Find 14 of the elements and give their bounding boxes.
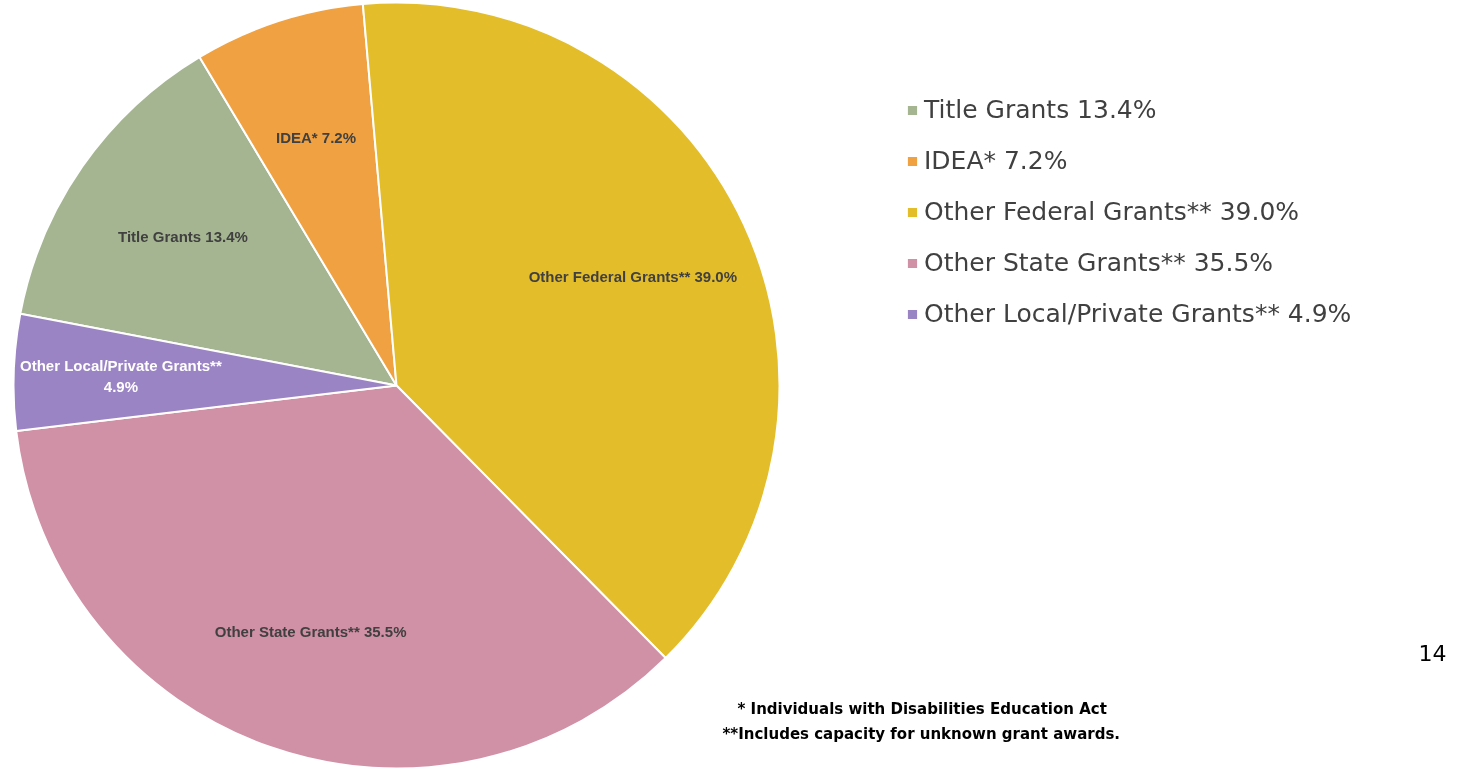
text: **Includes capacity for unknown grant awards. (722, 724, 1121, 743)
category-label: Other Local/Private Grants** 4.9% (924, 299, 1352, 328)
slice-label: Other Federal Grants** 39.0% (528, 267, 738, 285)
text: * Individuals with Disabilities Education Act (737, 699, 1107, 718)
legend-label: Other Federal Grants** 39.0% (924, 197, 1300, 226)
legend-label: IDEA* 7.2% (924, 146, 1068, 175)
slice-label: Other State Grants** 35.5% (214, 622, 407, 640)
legend-label: Title Grants 13.4% (924, 95, 1157, 124)
text: 14 (1418, 640, 1447, 666)
slice-label: Other Local/Private Grants** (20, 357, 222, 375)
data-label: 4.9% (103, 377, 139, 395)
slice-label: IDEA* 7.2% (276, 129, 357, 147)
slice-label: Title Grants 13.4% (118, 227, 248, 245)
legend-label: Other State Grants** 35.5% (924, 248, 1274, 277)
